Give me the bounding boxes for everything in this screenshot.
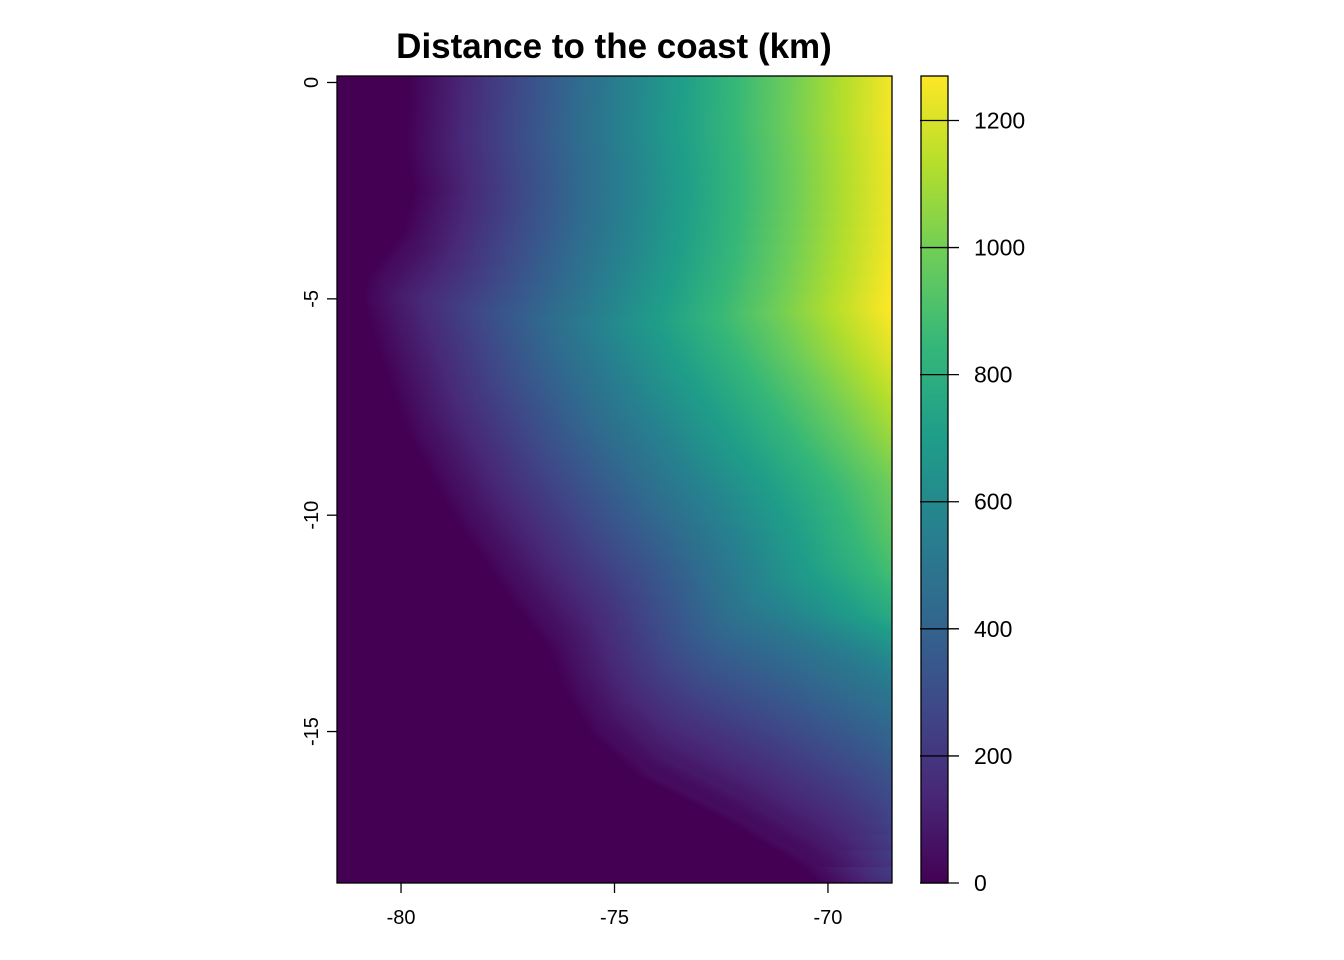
legend-tick-label: 600: [974, 489, 1012, 515]
y-axis: 0 -5 -10 -15: [301, 77, 337, 746]
legend-ticks: 0 200 400 600 800 1000 1200: [920, 107, 1025, 896]
x-tick-label: -80: [387, 907, 416, 929]
legend-tick-label: 400: [974, 616, 1012, 642]
legend-tick-label: 1200: [974, 107, 1025, 133]
raster-image: [337, 76, 892, 883]
color-legend: 0 200 400 600 800 1000 1200: [920, 75, 1025, 896]
distance-raster: [337, 76, 892, 883]
legend-tick-label: 0: [974, 870, 987, 896]
chart-title: Distance to the coast (km): [396, 27, 832, 66]
x-tick-label: -75: [600, 907, 629, 929]
legend-tick-label: 1000: [974, 235, 1025, 261]
x-tick-label: -70: [814, 907, 843, 929]
x-axis: -80 -75 -70: [387, 883, 843, 929]
y-tick-label: -5: [301, 290, 323, 308]
y-tick-label: 0: [301, 77, 323, 88]
legend-tick-label: 200: [974, 743, 1012, 769]
legend-colorbar: [920, 75, 949, 884]
y-tick-label: -10: [301, 501, 323, 530]
y-tick-label: -15: [301, 717, 323, 746]
legend-tick-label: 800: [974, 362, 1012, 388]
